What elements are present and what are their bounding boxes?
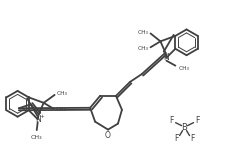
Text: F: F [189, 134, 194, 143]
Text: CH₃: CH₃ [55, 107, 66, 112]
Text: F: F [194, 116, 199, 125]
Text: +: + [39, 114, 44, 119]
Text: F: F [169, 116, 173, 125]
Text: CH₃: CH₃ [137, 30, 148, 35]
Text: F: F [174, 134, 178, 143]
Text: N: N [163, 53, 169, 62]
Text: O: O [105, 131, 110, 140]
Text: CH₃: CH₃ [137, 46, 148, 51]
Text: B: B [181, 123, 187, 132]
Text: CH₃: CH₃ [178, 66, 189, 71]
Text: CH₃: CH₃ [31, 135, 42, 140]
Text: CH₃: CH₃ [56, 91, 67, 96]
Text: N: N [35, 115, 40, 124]
